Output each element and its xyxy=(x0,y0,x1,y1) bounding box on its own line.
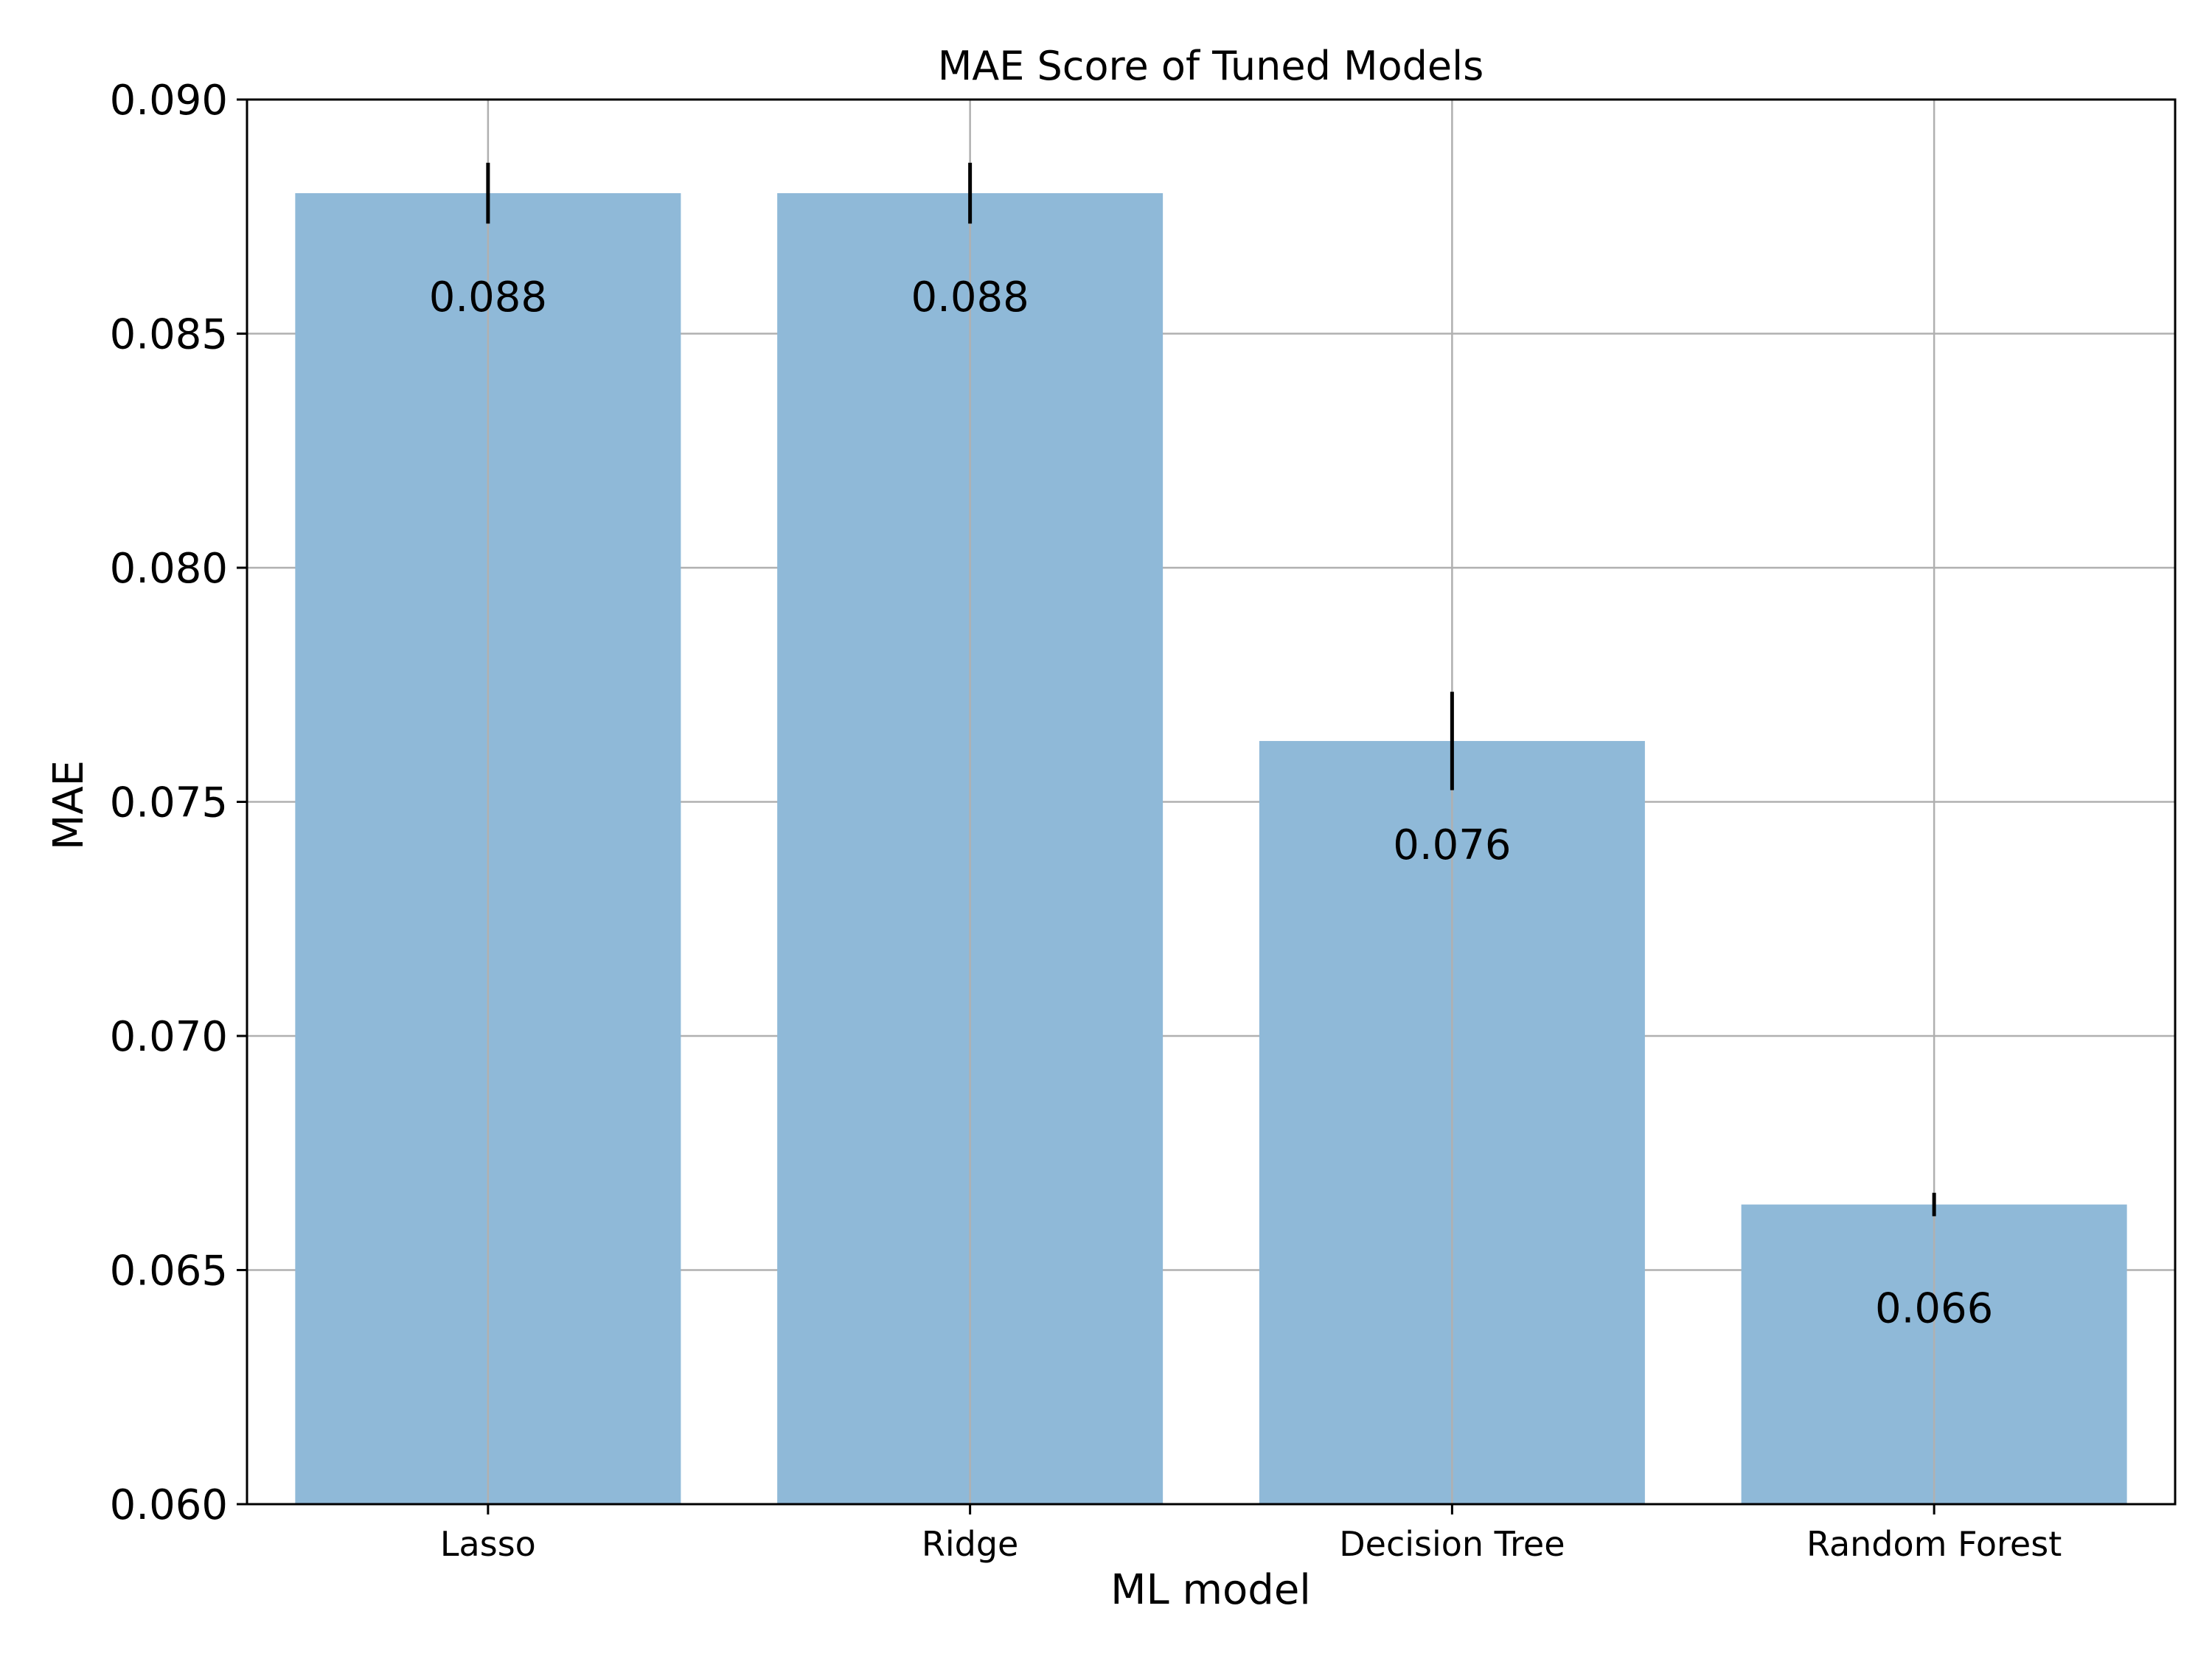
y-tick-label: 0.075 xyxy=(110,779,228,827)
y-tick-label: 0.090 xyxy=(110,77,228,125)
x-tick-label: Decision Tree xyxy=(1339,1524,1565,1564)
x-axis-ticks: Lasso Ridge Decision Tree Random Forest xyxy=(440,1504,2062,1564)
y-tick-label: 0.085 xyxy=(110,311,228,359)
x-tick-label: Random Forest xyxy=(1806,1524,2062,1564)
x-grid-lines xyxy=(487,100,1935,1504)
x-tick-label: Ridge xyxy=(922,1524,1018,1564)
data-label: 0.088 xyxy=(911,274,1029,321)
data-label: 0.088 xyxy=(429,274,547,321)
data-label: 0.076 xyxy=(1393,821,1511,869)
x-axis-label: ML model xyxy=(1110,1566,1311,1614)
y-axis-label: MAE xyxy=(45,760,93,850)
x-tick-label: Lasso xyxy=(440,1524,536,1564)
y-tick-label: 0.060 xyxy=(110,1481,228,1529)
y-tick-label: 0.065 xyxy=(110,1248,228,1295)
data-label: 0.066 xyxy=(1875,1285,1993,1333)
y-tick-label: 0.080 xyxy=(110,545,228,593)
error-bars xyxy=(486,162,1936,1217)
y-tick-label: 0.070 xyxy=(110,1013,228,1061)
data-labels: 0.088 0.088 0.076 0.066 xyxy=(429,274,1994,1333)
y-axis-ticks: 0.060 0.065 0.070 0.075 0.080 0.085 0.090 xyxy=(110,77,247,1529)
chart-title: MAE Score of Tuned Models xyxy=(938,43,1484,89)
